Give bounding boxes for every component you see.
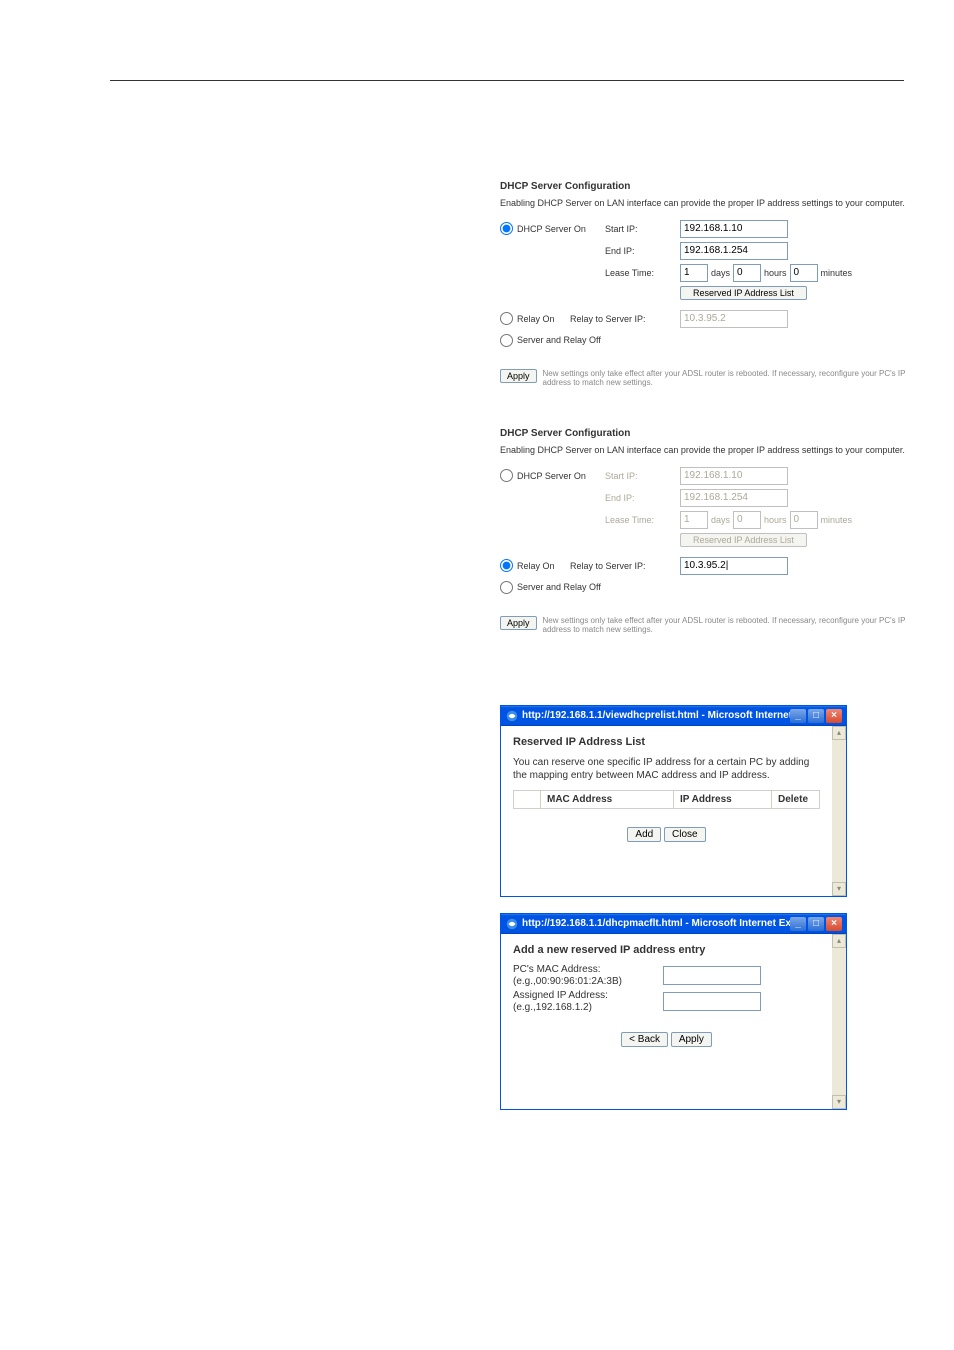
dhcp-server-on-label: DHCP Server On — [517, 224, 586, 234]
lease-hours-input[interactable] — [733, 264, 761, 282]
window-close-button[interactable]: × — [826, 917, 842, 931]
relay-on-radio[interactable] — [500, 312, 513, 325]
start-ip-input — [680, 467, 788, 485]
server-relay-off-label: Server and Relay Off — [517, 582, 601, 592]
start-ip-input[interactable] — [680, 220, 788, 238]
popup-heading: Reserved IP Address List — [513, 736, 820, 748]
hours-word: hours — [764, 515, 787, 525]
assigned-ip-input[interactable] — [663, 992, 761, 1011]
relay-server-ip-label: Relay to Server IP: — [570, 561, 680, 571]
days-word: days — [711, 515, 730, 525]
add-reserved-entry-window: http://192.168.1.1/dhcpmacflt.html - Mic… — [500, 913, 847, 1110]
relay-server-ip-input — [680, 310, 788, 328]
panel-desc: Enabling DHCP Server on LAN interface ca… — [500, 445, 910, 457]
popup-heading: Add a new reserved IP address entry — [513, 944, 820, 956]
lease-minutes-input[interactable] — [790, 264, 818, 282]
reserved-ip-list-window: http://192.168.1.1/viewdhcprelist.html -… — [500, 705, 847, 897]
window-maximize-button[interactable]: □ — [808, 917, 824, 931]
minutes-word: minutes — [821, 515, 853, 525]
ie-icon — [505, 917, 519, 931]
apply-button[interactable]: Apply — [671, 1032, 712, 1047]
end-ip-input[interactable] — [680, 242, 788, 260]
server-relay-off-radio[interactable] — [500, 581, 513, 594]
server-relay-off-label: Server and Relay Off — [517, 335, 601, 345]
close-button[interactable]: Close — [664, 827, 706, 842]
mac-address-input[interactable] — [663, 966, 761, 985]
lease-days-input — [680, 511, 708, 529]
start-ip-label: Start IP: — [605, 224, 680, 234]
scroll-down-button[interactable]: ▾ — [832, 1095, 846, 1109]
table-mac-header: MAC Address — [541, 791, 674, 808]
days-word: days — [711, 268, 730, 278]
hours-word: hours — [764, 268, 787, 278]
window-titlebar[interactable]: http://192.168.1.1/dhcpmacflt.html - Mic… — [501, 914, 846, 934]
lease-days-input[interactable] — [680, 264, 708, 282]
lease-time-label: Lease Time: — [605, 515, 680, 525]
end-ip-label: End IP: — [605, 246, 680, 256]
lease-minutes-input — [790, 511, 818, 529]
apply-note: New settings only take effect after your… — [543, 369, 910, 388]
relay-on-label: Relay On — [517, 314, 555, 324]
popup-description: You can reserve one specific IP address … — [513, 756, 820, 782]
dhcp-server-on-radio[interactable] — [500, 469, 513, 482]
panel-desc: Enabling DHCP Server on LAN interface ca… — [500, 198, 910, 210]
minutes-word: minutes — [821, 268, 853, 278]
page-divider — [110, 80, 904, 81]
apply-note: New settings only take effect after your… — [543, 616, 910, 635]
window-minimize-button[interactable]: _ — [790, 709, 806, 723]
panel-title: DHCP Server Configuration — [500, 181, 910, 192]
mac-address-label: PC's MAC Address:(e.g.,00:90:96:01:2A:3B… — [513, 964, 663, 988]
window-maximize-button[interactable]: □ — [808, 709, 824, 723]
window-minimize-button[interactable]: _ — [790, 917, 806, 931]
assigned-ip-label: Assigned IP Address:(e.g.,192.168.1.2) — [513, 990, 663, 1014]
ie-icon — [505, 709, 519, 723]
scroll-down-button[interactable]: ▾ — [832, 882, 846, 896]
dhcp-config-panel-2: DHCP Server Configuration Enabling DHCP … — [500, 428, 910, 635]
window-title: http://192.168.1.1/viewdhcprelist.html -… — [522, 710, 790, 721]
end-ip-label: End IP: — [605, 493, 680, 503]
window-close-button[interactable]: × — [826, 709, 842, 723]
table-ip-header: IP Address — [674, 791, 772, 808]
add-button[interactable]: Add — [627, 827, 661, 842]
scroll-up-button[interactable]: ▴ — [832, 726, 846, 740]
relay-on-radio[interactable] — [500, 559, 513, 572]
end-ip-input — [680, 489, 788, 507]
reserved-ip-list-button[interactable]: Reserved IP Address List — [680, 286, 807, 300]
apply-button[interactable]: Apply — [500, 616, 537, 630]
dhcp-server-on-label: DHCP Server On — [517, 471, 586, 481]
relay-on-label: Relay On — [517, 561, 555, 571]
lease-hours-input — [733, 511, 761, 529]
relay-server-ip-label: Relay to Server IP: — [570, 314, 680, 324]
table-index-header — [514, 791, 541, 808]
panel-title: DHCP Server Configuration — [500, 428, 910, 439]
window-title: http://192.168.1.1/dhcpmacflt.html - Mic… — [522, 918, 790, 929]
back-button[interactable]: < Back — [621, 1032, 668, 1047]
server-relay-off-radio[interactable] — [500, 334, 513, 347]
lease-time-label: Lease Time: — [605, 268, 680, 278]
start-ip-label: Start IP: — [605, 471, 680, 481]
dhcp-config-panel-1: DHCP Server Configuration Enabling DHCP … — [500, 181, 910, 388]
dhcp-server-on-radio[interactable] — [500, 222, 513, 235]
reserved-ip-table: MAC Address IP Address Delete — [513, 790, 820, 809]
relay-server-ip-input[interactable] — [680, 557, 788, 575]
scroll-up-button[interactable]: ▴ — [832, 934, 846, 948]
reserved-ip-list-button: Reserved IP Address List — [680, 533, 807, 547]
table-delete-header: Delete — [772, 791, 819, 808]
apply-button[interactable]: Apply — [500, 369, 537, 383]
window-titlebar[interactable]: http://192.168.1.1/viewdhcprelist.html -… — [501, 706, 846, 726]
